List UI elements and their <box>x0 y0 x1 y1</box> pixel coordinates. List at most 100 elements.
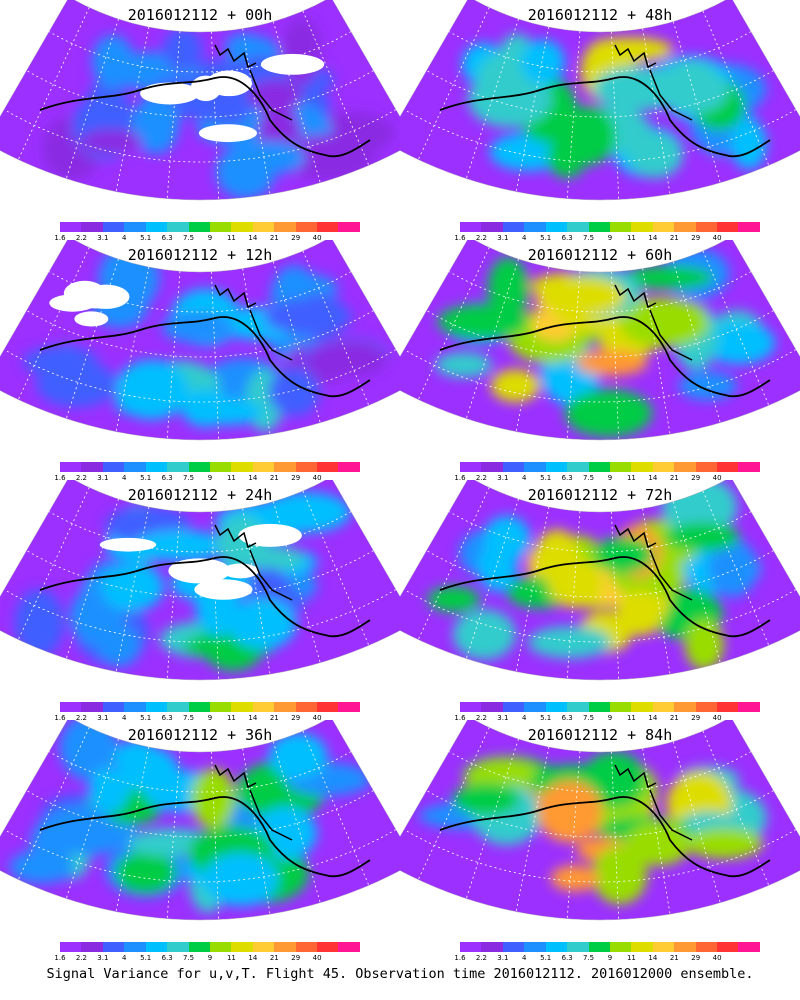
colorbar-swatch <box>295 702 318 712</box>
colorbar-label: 11 <box>226 234 236 242</box>
colorbar-swatch <box>481 702 503 712</box>
colorbar-swatch <box>652 702 675 712</box>
colorbar-swatch <box>652 462 675 472</box>
colorbar-label: 2.2 <box>475 714 487 722</box>
colorbar-label: 5.1 <box>140 714 152 722</box>
colorbar-label: 1.6 <box>54 714 66 722</box>
map-panel: 2016012112 + 36h 1.6 2.2 3.1 4 5.1 6.3 7.5 9 11 14… <box>0 720 400 962</box>
variance-map <box>400 0 800 201</box>
colorbar-swatch <box>102 462 125 472</box>
variance-map <box>0 480 400 681</box>
colorbar-label: 6.3 <box>561 474 573 482</box>
colorbar-swatch <box>145 942 168 952</box>
colorbar <box>60 462 360 472</box>
colorbar-label: 4 <box>522 954 527 962</box>
colorbar-swatch <box>695 942 718 952</box>
variance-map <box>0 0 400 201</box>
colorbar-swatch <box>588 942 610 952</box>
colorbar-labels: 1.6 2.2 3.1 4 5.1 6.3 7.5 9 11 14 21 29 40 <box>454 954 760 964</box>
colorbar-label: 11 <box>626 234 636 242</box>
colorbar-swatch <box>274 942 296 952</box>
colorbar-label: 14 <box>248 954 258 962</box>
colorbar-swatch <box>695 702 718 712</box>
colorbar-label: 3.1 <box>497 234 509 242</box>
colorbar-label: 11 <box>226 954 236 962</box>
colorbar-swatch <box>588 462 610 472</box>
colorbar-swatch <box>631 462 653 472</box>
colorbar-swatch <box>717 942 739 952</box>
colorbar-swatch <box>524 702 546 712</box>
colorbar-label: 3.1 <box>97 714 109 722</box>
colorbar-label: 3.1 <box>497 714 509 722</box>
colorbar-swatch <box>274 222 296 232</box>
colorbar-label: 7.5 <box>182 234 195 242</box>
colorbar-labels: 1.6 2.2 3.1 4 5.1 6.3 7.5 9 11 14 21 29 40 <box>454 234 760 244</box>
colorbar-label: 11 <box>226 474 236 482</box>
colorbar-swatch <box>460 942 482 952</box>
colorbar-label: 29 <box>291 954 301 962</box>
colorbar-swatch <box>338 942 360 952</box>
colorbar-label: 14 <box>248 714 258 722</box>
colorbar-swatch <box>209 702 232 712</box>
colorbar-label: 1.6 <box>454 714 466 722</box>
colorbar-label: 9 <box>207 954 213 962</box>
panel-title: 2016012112 + 84h <box>527 726 673 744</box>
colorbar-swatch <box>188 222 210 232</box>
colorbar-label: 40 <box>712 954 722 962</box>
colorbar-swatch <box>738 222 760 232</box>
colorbar-swatch <box>188 462 210 472</box>
colorbar-label: 11 <box>626 714 636 722</box>
colorbar-label: 7.5 <box>582 234 595 242</box>
colorbar-swatch <box>652 222 675 232</box>
colorbar-swatch <box>167 702 189 712</box>
colorbar-label: 1.6 <box>454 474 466 482</box>
colorbar-label: 14 <box>648 954 658 962</box>
colorbar-swatch <box>60 462 82 472</box>
colorbar-label: 6.3 <box>161 474 173 482</box>
colorbar-swatch <box>609 462 632 472</box>
colorbar-swatch <box>481 942 503 952</box>
colorbar-label: 2.2 <box>475 954 487 962</box>
colorbar-label: 29 <box>291 234 301 242</box>
colorbar-swatch <box>674 942 696 952</box>
colorbar-label: 40 <box>312 954 322 962</box>
colorbar-label: 1.6 <box>54 234 66 242</box>
colorbar-swatch <box>545 222 568 232</box>
colorbar-label: 21 <box>269 714 279 722</box>
colorbar-label: 1.6 <box>454 234 466 242</box>
colorbar-swatch <box>717 222 739 232</box>
colorbar-swatch <box>609 942 632 952</box>
colorbar-swatch <box>738 462 760 472</box>
colorbar-label: 9 <box>207 474 213 482</box>
colorbar-swatch <box>317 462 339 472</box>
colorbar-swatch <box>145 222 168 232</box>
colorbar-swatch <box>188 702 210 712</box>
colorbar-label: 1.6 <box>54 474 66 482</box>
colorbar-label: 7.5 <box>182 714 195 722</box>
colorbar-swatch <box>317 702 339 712</box>
colorbar-swatch <box>252 702 275 712</box>
colorbar-label: 21 <box>269 474 279 482</box>
colorbar-label: 11 <box>226 714 236 722</box>
colorbar-label: 29 <box>291 474 301 482</box>
colorbar-label: 11 <box>626 474 636 482</box>
colorbar-swatch <box>338 462 360 472</box>
colorbar <box>460 942 760 952</box>
map-panel: 2016012112 + 00h 1.6 2.2 3.1 4 5.1 6.3 7.5 9 11 14… <box>0 0 400 242</box>
figure-caption: Signal Variance for u,v,T. Flight 45. Ob… <box>46 966 754 982</box>
colorbar-swatch <box>317 942 339 952</box>
colorbar-label: 40 <box>312 234 322 242</box>
map-panel: 2016012112 + 60h 1.6 2.2 3.1 4 5.1 6.3 7.5 9 11 14… <box>400 240 800 482</box>
colorbar-swatch <box>502 702 525 712</box>
colorbar-label: 2.2 <box>75 474 87 482</box>
colorbar-swatch <box>502 222 525 232</box>
colorbar-swatch <box>738 702 760 712</box>
colorbar-swatch <box>295 942 318 952</box>
colorbar-labels: 1.6 2.2 3.1 4 5.1 6.3 7.5 9 11 14 21 29 40 <box>54 954 360 964</box>
colorbar-label: 6.3 <box>161 234 173 242</box>
colorbar-label: 6.3 <box>561 234 573 242</box>
colorbar-label: 9 <box>607 474 613 482</box>
colorbar-label: 40 <box>712 474 722 482</box>
colorbar-swatch <box>567 462 589 472</box>
colorbar-label: 3.1 <box>97 474 109 482</box>
